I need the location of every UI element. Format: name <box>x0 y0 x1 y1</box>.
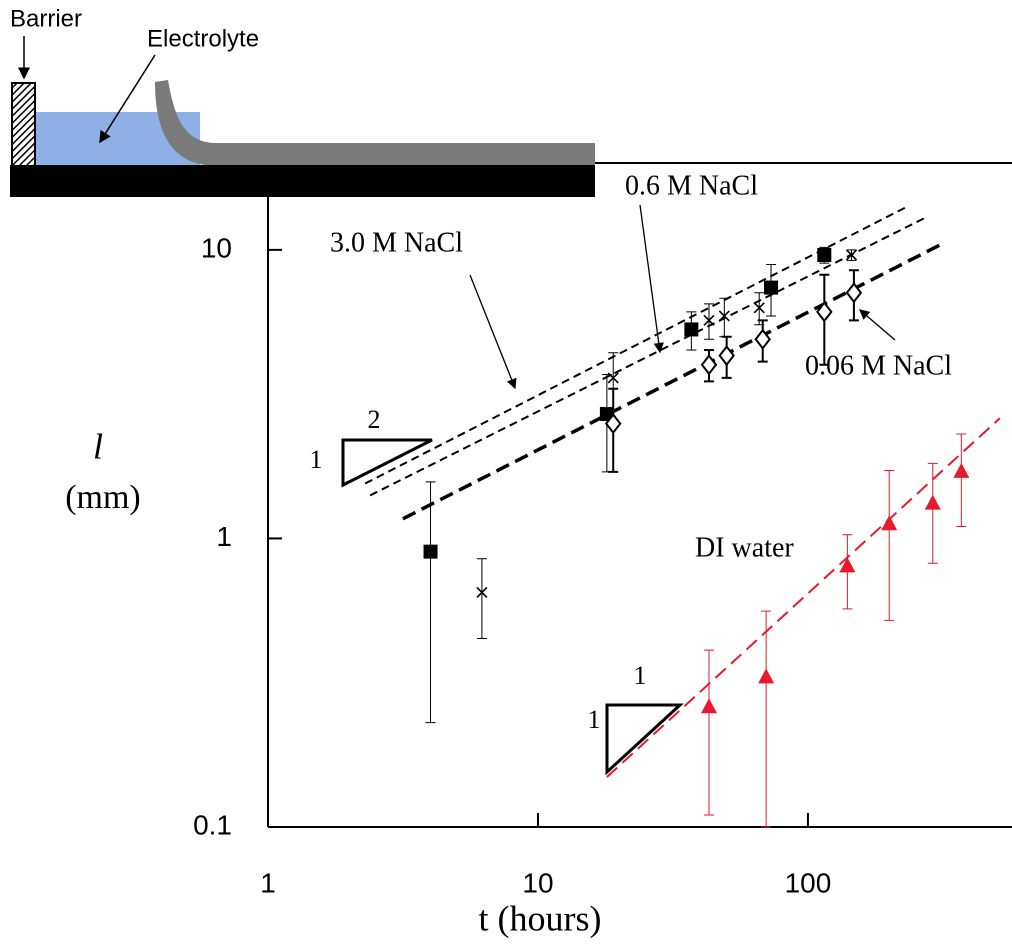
marker <box>700 354 718 376</box>
error-bar <box>425 481 436 724</box>
strip <box>155 80 595 165</box>
label-arrow <box>859 309 896 341</box>
error-bar <box>719 297 730 338</box>
slope-label: 1 <box>634 661 647 690</box>
slope-triangle <box>605 703 684 776</box>
error-bar <box>884 469 895 621</box>
marker <box>754 328 771 350</box>
y-axis-symbol: l <box>93 426 103 466</box>
marker <box>718 345 735 367</box>
x-tick-label: 1 <box>260 867 276 898</box>
fit-line <box>364 206 906 485</box>
x-tick-label: 100 <box>785 867 832 898</box>
label-arrow <box>639 204 664 354</box>
marker <box>604 412 622 435</box>
electrolyte-label: Electrolyte <box>147 25 259 52</box>
y-tick-label: 0.1 <box>193 809 232 840</box>
series-label: 0.6 M NaCl <box>625 170 758 201</box>
marker <box>816 301 833 323</box>
x-axis-title: t (hours) <box>479 898 602 938</box>
marker <box>758 668 775 684</box>
slope-label: 1 <box>588 705 601 734</box>
marker <box>881 515 898 531</box>
marker <box>764 280 779 295</box>
error-bar <box>703 649 714 816</box>
marker <box>476 586 488 598</box>
label-arrow <box>469 274 517 390</box>
error-bar <box>703 303 714 340</box>
y-tick-label: 10 <box>201 232 232 263</box>
y-tick-label: 1 <box>216 521 232 552</box>
marker <box>839 557 856 573</box>
y-axis-unit: (mm) <box>65 479 141 516</box>
series-label: DI water <box>695 532 794 563</box>
marker <box>423 544 438 559</box>
barrier-label: Barrier <box>10 5 82 32</box>
marker <box>845 282 863 304</box>
marker <box>718 310 730 322</box>
marker <box>703 314 715 326</box>
error-bar <box>476 558 487 640</box>
substrate <box>10 165 595 197</box>
series-label: 0.06 M NaCl <box>805 350 952 381</box>
marker <box>817 247 832 262</box>
marker <box>924 494 941 510</box>
marker <box>845 249 858 261</box>
marker <box>700 698 717 714</box>
slope-label: 2 <box>368 405 381 434</box>
marker <box>607 372 619 384</box>
error-bar <box>761 610 772 828</box>
error-bar <box>927 462 938 564</box>
arrow <box>99 54 156 144</box>
slope-triangle <box>341 438 433 488</box>
x-tick-label: 10 <box>522 867 553 898</box>
fit-line <box>606 417 1001 778</box>
error-bar <box>956 433 967 527</box>
schematic: Barrier Electrolyte <box>10 5 595 197</box>
barrier <box>11 82 36 168</box>
slope-label: 1 <box>310 445 323 474</box>
marker <box>953 462 970 478</box>
marker <box>753 302 765 314</box>
series-label: 3.0 M NaCl <box>330 227 463 258</box>
marker <box>684 322 699 337</box>
